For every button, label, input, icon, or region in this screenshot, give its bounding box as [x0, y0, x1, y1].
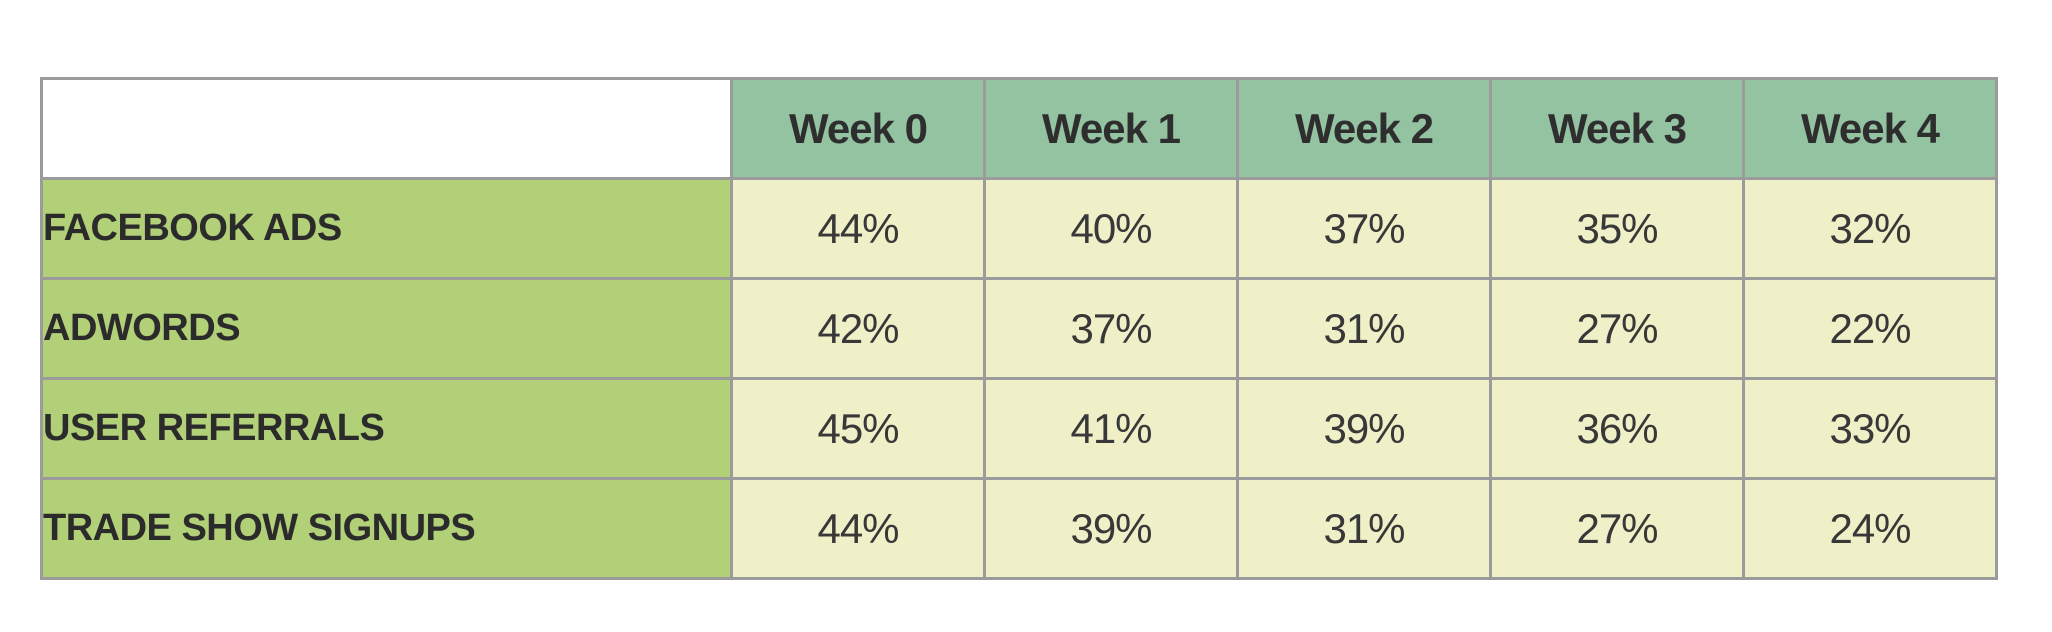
table-row-adwords: ADWORDS 42% 37% 31% 27% 22% [40, 277, 1998, 380]
table-row-user-referrals: USER REFERRALS 45% 41% 39% 36% 33% [40, 377, 1998, 480]
header-row: Week 0 Week 1 Week 2 Week 3 Week 4 [40, 77, 1998, 180]
table-cell: 37% [983, 277, 1239, 380]
table-cell: 41% [983, 377, 1239, 480]
column-header-week-1: Week 1 [983, 77, 1239, 180]
table-cell: 33% [1742, 377, 1998, 480]
table-cell: 31% [1236, 477, 1492, 580]
table-cell: 27% [1489, 477, 1745, 580]
table-cell: 27% [1489, 277, 1745, 380]
table-cell: 39% [1236, 377, 1492, 480]
row-label-user-referrals: USER REFERRALS [40, 377, 733, 480]
table-cell: 22% [1742, 277, 1998, 380]
row-label-trade-show-signups: TRADE SHOW SIGNUPS [40, 477, 733, 580]
table-cell: 31% [1236, 277, 1492, 380]
table-cell: 39% [983, 477, 1239, 580]
column-header-week-0: Week 0 [730, 77, 986, 180]
row-label-adwords: ADWORDS [40, 277, 733, 380]
table-cell: 37% [1236, 177, 1492, 280]
column-header-week-4: Week 4 [1742, 77, 1998, 180]
table-cell: 32% [1742, 177, 1998, 280]
table-cell: 24% [1742, 477, 1998, 580]
table-cell: 35% [1489, 177, 1745, 280]
table-row-facebook-ads: FACEBOOK ADS 44% 40% 37% 35% 32% [40, 177, 1998, 280]
row-label-facebook-ads: FACEBOOK ADS [40, 177, 733, 280]
table-cell: 45% [730, 377, 986, 480]
column-header-week-3: Week 3 [1489, 77, 1745, 180]
corner-spacer [40, 77, 733, 180]
retention-table: Week 0 Week 1 Week 2 Week 3 Week 4 FACEB… [40, 77, 1998, 580]
column-header-week-2: Week 2 [1236, 77, 1492, 180]
table-cell: 44% [730, 177, 986, 280]
table-cell: 36% [1489, 377, 1745, 480]
table-cell: 44% [730, 477, 986, 580]
table-cell: 40% [983, 177, 1239, 280]
table-cell: 42% [730, 277, 986, 380]
table-row-trade-show-signups: TRADE SHOW SIGNUPS 44% 39% 31% 27% 24% [40, 477, 1998, 580]
